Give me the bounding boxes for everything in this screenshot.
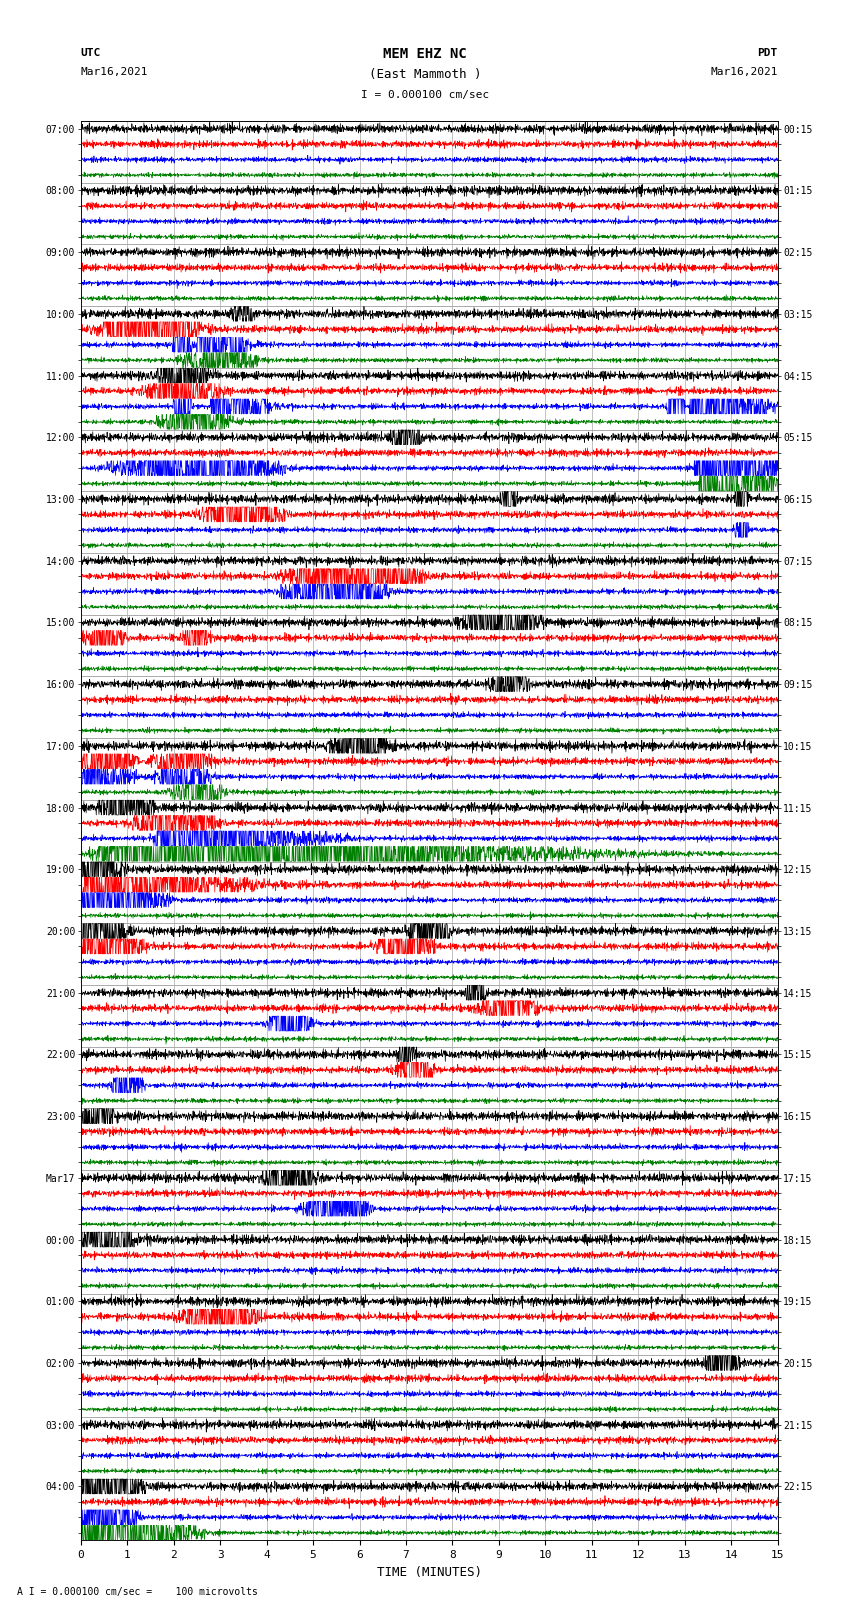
Text: MEM EHZ NC: MEM EHZ NC <box>383 47 467 61</box>
X-axis label: TIME (MINUTES): TIME (MINUTES) <box>377 1566 482 1579</box>
Text: I = 0.000100 cm/sec: I = 0.000100 cm/sec <box>361 90 489 100</box>
Text: (East Mammoth ): (East Mammoth ) <box>369 68 481 81</box>
Text: PDT: PDT <box>757 48 778 58</box>
Text: A I = 0.000100 cm/sec =    100 microvolts: A I = 0.000100 cm/sec = 100 microvolts <box>17 1587 258 1597</box>
Text: Mar16,2021: Mar16,2021 <box>81 68 148 77</box>
Text: UTC: UTC <box>81 48 101 58</box>
Text: Mar16,2021: Mar16,2021 <box>711 68 778 77</box>
